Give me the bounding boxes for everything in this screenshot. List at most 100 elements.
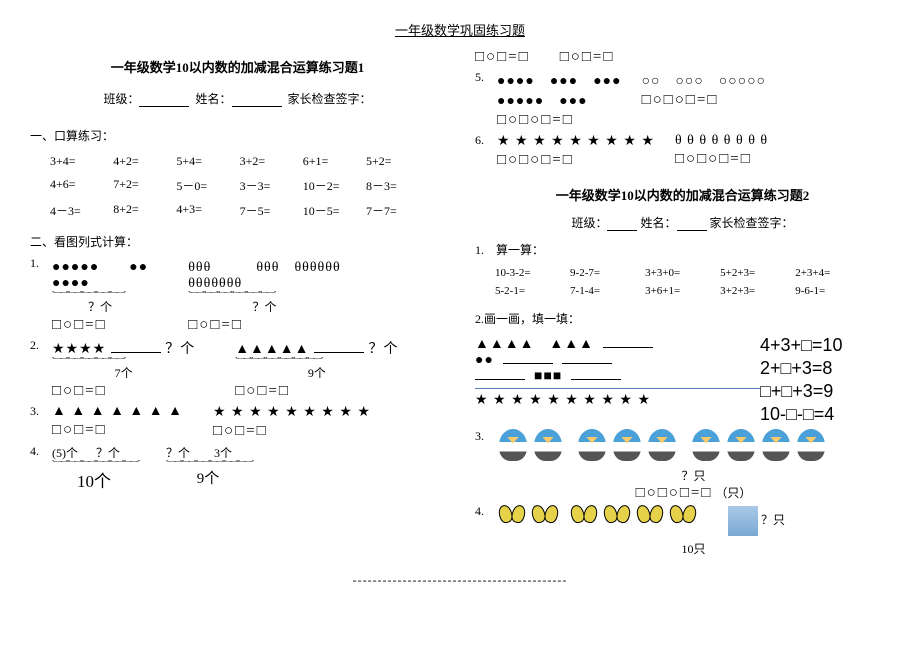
eq-boxes[interactable]: □○□=□ (475, 49, 530, 66)
blank-seg[interactable] (475, 369, 525, 380)
blue-box-icon (728, 506, 758, 536)
eq-boxes[interactable]: □○□=□ (52, 422, 183, 439)
penguin-icon (727, 429, 755, 461)
q-zhi: ？只 (497, 467, 890, 484)
eq-boxes[interactable]: □○□=□ (235, 383, 398, 400)
eq-boxes[interactable]: □○□○□=□ (497, 152, 655, 169)
ex-num-6: 6. (475, 133, 497, 148)
left-column: 一年级数学10以内数的加减混合运算练习题1 班级： 姓名： 家长检查签字： 一、… (30, 47, 445, 559)
brace-icon: ︸︸︸︸︸ (52, 360, 195, 362)
class-blank[interactable] (139, 94, 189, 107)
arith-cell: 5－0= (176, 177, 239, 194)
butterfly-icon (499, 504, 525, 524)
right-title: 一年级数学10以内数的加减混合运算练习题2 (475, 185, 890, 204)
name-label: 姓名： (195, 92, 231, 106)
arith-cell: 5+2= (366, 154, 429, 169)
q-zhi: ？只 (761, 513, 785, 527)
eq-boxes[interactable]: □○□○□=□ (642, 92, 767, 109)
q-ge: ？个 (188, 298, 340, 315)
arith-cell: 3－3= (240, 177, 303, 194)
triangles: ▲▲▲▲ ▲▲▲ (475, 337, 594, 352)
dots-row: ●●●●● ●● (52, 256, 148, 276)
class-blank[interactable] (607, 218, 637, 231)
eq4[interactable]: 10-□-□=4 (760, 404, 890, 425)
draw-block: ▲▲▲▲ ▲▲▲ ●● ■■■ ★ ★ ★ ★ ★ ★ ★ ★ ★ ★ (475, 333, 760, 427)
theta-row: θ θ θ θ θ θ θ θ (675, 133, 768, 149)
squares: ■■■ (534, 369, 562, 384)
ex5-left: ●●●● ●●● ●●● ●●●●● ●●● □○□○□=□ (497, 70, 622, 131)
eq-boxes[interactable]: □○□=□ (560, 49, 615, 66)
arith-cell: 3+6+1= (645, 285, 720, 297)
ex2-right: ▲▲▲▲▲ ？个 ︸︸︸︸︸︸ 9个 □○□=□ (235, 338, 398, 402)
ex-num-1: 1. (30, 256, 52, 271)
arith-cell: 3+2+3= (720, 285, 795, 297)
ex-num-4: 4. (30, 444, 52, 459)
butterfly-icon (604, 504, 630, 524)
dots-row: ●●●● ●●● ●●● (497, 70, 622, 90)
arith-cell: 5+4= (176, 154, 239, 169)
penguin-icon (499, 429, 527, 461)
butterfly-icon (637, 504, 663, 524)
eq-boxes[interactable]: □○□○□=□ (675, 151, 768, 168)
eq1[interactable]: 4+3+□=10 (760, 335, 890, 356)
stars-row: ★ ★ ★ ★ ★ ★ ★ ★ ★ ★ (475, 392, 760, 409)
left-title: 一年级数学10以内数的加减混合运算练习题1 (30, 57, 445, 76)
stars: ★★★★ (52, 342, 106, 357)
blank-seg[interactable] (603, 337, 653, 348)
triangles: ▲▲▲▲▲ (235, 342, 309, 357)
r-sec2: 2.画一画，填一填： (475, 310, 890, 327)
penguin-icon (797, 429, 825, 461)
theta-row: θθθ θθθ θθθθθθ (188, 256, 340, 276)
ten-zhi: 10只 (497, 540, 890, 557)
brace-icon: ︸︸︸︸︸︸ (235, 360, 398, 362)
blank-seg[interactable] (111, 342, 161, 353)
eq-boxes[interactable]: □○□=□ (52, 383, 195, 400)
ex-num-3: 3. (30, 404, 52, 419)
arith-cell: 4+3= (176, 202, 239, 219)
arith-cell: 4－3= (50, 202, 113, 219)
arith-cell: 10－5= (303, 202, 366, 219)
butterfly-row: ？只 10只 (497, 504, 890, 557)
eq-boxes[interactable]: □○□○□=□ (636, 485, 713, 501)
top-eq-r: □○□=□ (560, 47, 615, 68)
eq2[interactable]: 2+□+3=8 (760, 358, 890, 379)
name-blank[interactable] (677, 218, 707, 231)
name-blank[interactable] (232, 94, 282, 107)
blank-seg[interactable] (314, 342, 364, 353)
eq3[interactable]: □+□+3=9 (760, 381, 890, 402)
penguin-icon (534, 429, 562, 461)
penguin-row: ？只 □○□○□=□ （只） (497, 429, 890, 502)
eq-boxes[interactable]: □○□○□=□ (497, 112, 622, 129)
penguin-icon (692, 429, 720, 461)
ex3-left: ▲ ▲ ▲ ▲ ▲ ▲ ▲ □○□=□ (52, 404, 183, 442)
section-2-heading: 二、看图列式计算： (30, 233, 445, 250)
eq-boxes[interactable]: □○□=□ (188, 317, 340, 334)
blank-seg[interactable] (503, 353, 553, 364)
penguin-icon (762, 429, 790, 461)
arith-cell: 7+2= (113, 177, 176, 194)
footer-dashes: ----------------------------------------… (30, 573, 890, 588)
blank-seg[interactable] (571, 369, 621, 380)
triangles-row: ▲ ▲ ▲ ▲ ▲ ▲ ▲ (52, 404, 183, 420)
arith-cell: 7－7= (366, 202, 429, 219)
blank-seg[interactable] (562, 353, 612, 364)
arith-cell: 4+2= (113, 154, 176, 169)
ex6-left: ★ ★ ★ ★ ★ ★ ★ ★ ★ □○□○□=□ (497, 133, 655, 171)
r-sec1: 1. 算一算： (475, 241, 890, 258)
arith-cell: 3+2= (240, 154, 303, 169)
arith-cell: 2+3+4= (795, 267, 870, 279)
arith-cell: 8－3= (366, 177, 429, 194)
arith-cell: 5+2+3= (720, 267, 795, 279)
penguin-icon (613, 429, 641, 461)
section-1-heading: 一、口算练习： (30, 127, 445, 144)
theta-row: θθθθθθθ (188, 276, 340, 292)
stars-row: ★ ★ ★ ★ ★ ★ ★ ★ ★ (497, 133, 655, 150)
ten-ge: 10个 (52, 467, 136, 492)
eq-boxes[interactable]: □○□=□ (213, 423, 371, 440)
eq-boxes[interactable]: □○□=□ (52, 317, 148, 334)
class-label: 班级： (103, 92, 139, 106)
arith-cell: 8+2= (113, 202, 176, 219)
right-column: □○□=□ □○□=□ 5. ●●●● ●●● ●●● ●●●●● ●●● □○… (475, 47, 890, 559)
right-info-line: 班级： 姓名： 家长检查签字： (475, 214, 890, 231)
ex-num-5: 5. (475, 70, 497, 85)
